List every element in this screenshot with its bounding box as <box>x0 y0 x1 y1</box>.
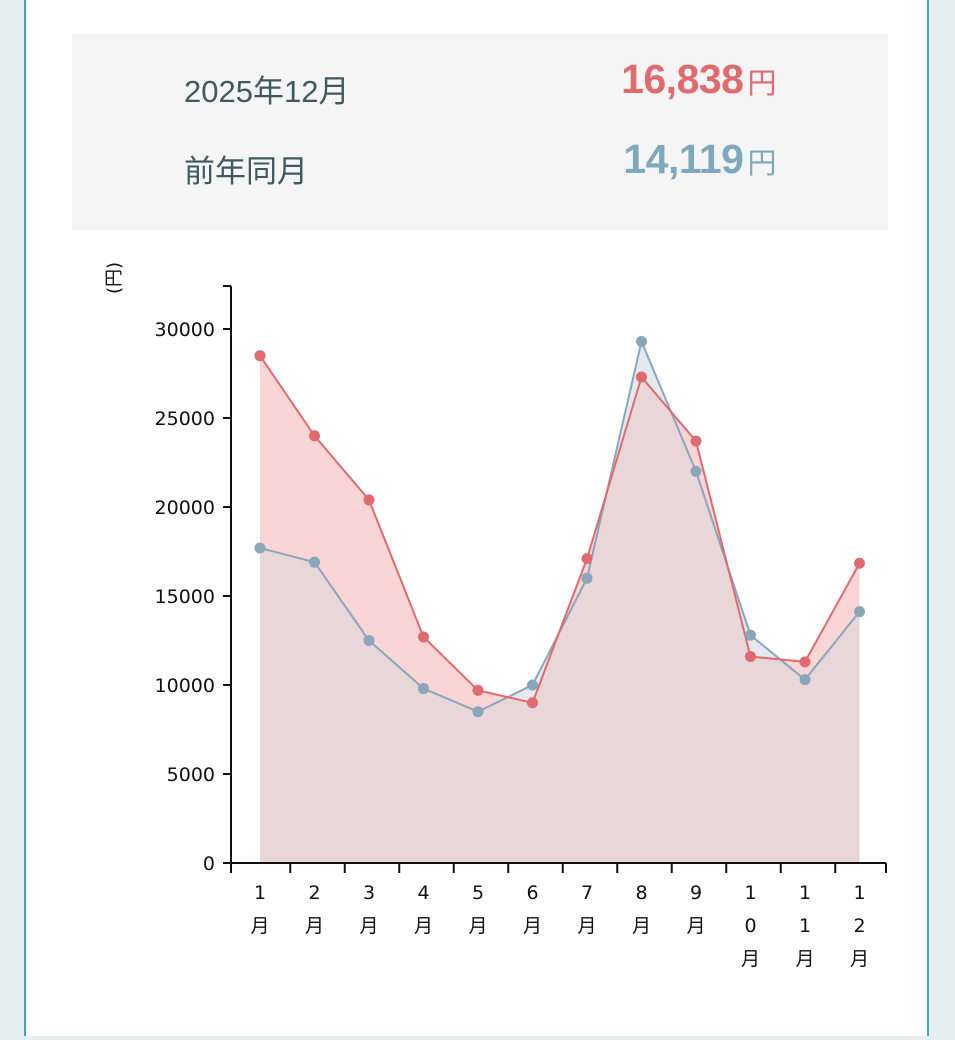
current-amount: 16,838 <box>621 56 744 102</box>
current-point <box>854 557 865 569</box>
previous-year-row: 前年同月 14,119 円 <box>72 134 888 194</box>
current-point <box>254 350 266 362</box>
current-point <box>418 631 429 643</box>
previous-point <box>254 542 266 554</box>
y-tick-label: 10000 <box>155 675 215 697</box>
previous-amount: 14,119 <box>623 136 744 182</box>
current-point <box>745 651 756 663</box>
current-month-row: 2025年12月 16,838 円 <box>72 54 888 114</box>
y-tick-label: 30000 <box>155 319 215 341</box>
previous-year-value: 14,119 円 <box>623 136 776 183</box>
summary-panel: 2025年12月 16,838 円 前年同月 14,119 円 <box>72 34 888 230</box>
y-tick-label: 5000 <box>167 764 215 786</box>
current-point <box>581 553 593 565</box>
previous-point <box>527 679 538 691</box>
previous-point <box>581 572 593 584</box>
overlap-area <box>260 355 860 863</box>
current-series-line <box>259 355 861 704</box>
monthly-comparison-chart: 0 5000 10000 15000 20000 25000 30000 1 月 2 月 3 月 4 月 5 月… <box>104 262 887 970</box>
previous-point <box>690 465 702 477</box>
previous-point <box>472 706 484 718</box>
previous-point <box>799 674 811 686</box>
current-unit: 円 <box>747 68 776 100</box>
chart-area: 0 5000 10000 15000 20000 25000 30000 1 月 2 月 3 月 4 月 5 月… <box>26 0 931 1036</box>
current-month-value: 16,838 円 <box>621 56 776 103</box>
previous-year-label: 前年同月 <box>184 154 308 189</box>
current-point <box>472 684 484 696</box>
previous-point <box>745 629 756 641</box>
current-point <box>309 430 320 442</box>
y-tick-label: 0 <box>203 853 215 875</box>
previous-point <box>636 335 647 347</box>
previous-point <box>363 635 375 646</box>
y-tick-label: 15000 <box>155 586 215 608</box>
current-point <box>527 697 538 709</box>
report-card: 2025年12月 16,838 円 前年同月 14,119 円 0 5000 10000… <box>24 0 929 1036</box>
current-month-label: 2025年12月 <box>184 74 350 109</box>
previous-unit: 円 <box>747 148 776 180</box>
current-point <box>690 435 702 447</box>
y-axis-unit-label: (円) <box>104 262 125 294</box>
y-tick-label: 25000 <box>155 408 215 430</box>
previous-point <box>418 683 429 695</box>
current-point <box>799 656 811 668</box>
previous-point <box>309 556 320 568</box>
current-point <box>363 494 375 506</box>
previous-point <box>854 606 865 618</box>
y-tick-label: 20000 <box>155 497 215 519</box>
current-point <box>636 371 647 383</box>
